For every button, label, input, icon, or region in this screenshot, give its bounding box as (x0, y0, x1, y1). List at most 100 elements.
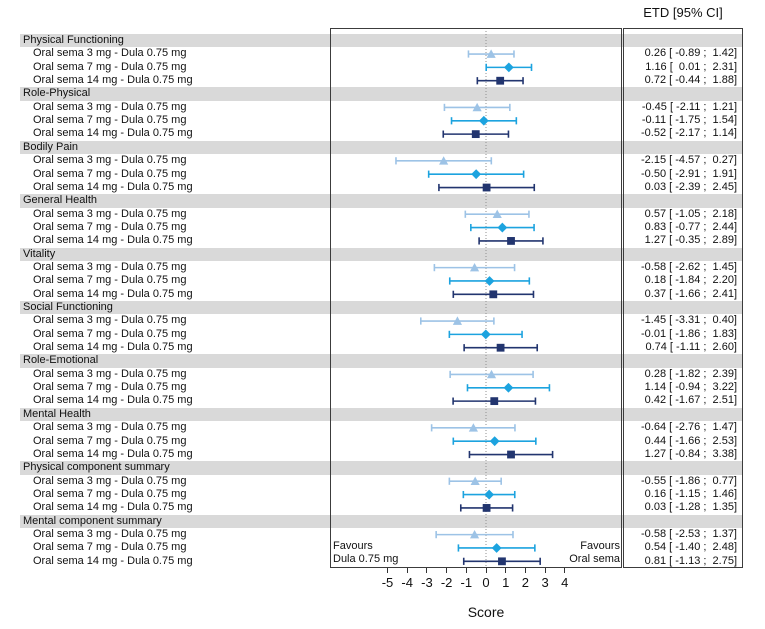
x-axis-tick (564, 568, 566, 573)
ci-marker-group (467, 49, 515, 58)
etd-value: -2.15 [ -4.57 ; 0.27] (640, 154, 737, 167)
ci-marker-group (478, 237, 544, 245)
ci-marker-group (448, 276, 531, 286)
etd-value: -0.11 [ -1.75 ; 1.54] (641, 114, 737, 127)
comparison-row: Oral sema 3 mg - Dula 0.75 mg -0.45 [ -2.… (20, 101, 743, 114)
x-axis-tick (426, 568, 428, 573)
etd-value: -0.64 [ -2.76 ; 1.47] (640, 421, 737, 434)
etd-value: -1.45 [ -3.31 ; 0.40] (640, 314, 737, 327)
group-label: Vitality (23, 247, 56, 260)
etd-value: 1.27 [ -0.35 ; 2.89] (644, 234, 737, 247)
comparison-row: Oral sema 14 mg - Dula 0.75 mg 0.03 [ -1.… (20, 501, 743, 514)
group-label: Role-Physical (23, 87, 91, 100)
group-label: Physical Functioning (23, 34, 124, 46)
ci-marker-group (470, 222, 535, 233)
comparison-label: Oral sema 7 mg - Dula 0.75 mg (33, 327, 187, 340)
comparison-label: Oral sema 3 mg - Dula 0.75 mg (33, 474, 187, 487)
group-header-row: Vitality (20, 247, 743, 261)
comparison-row: Oral sema 7 mg - Dula 0.75 mg 0.54 [ -1.4… (20, 541, 743, 554)
plot-frame (330, 28, 622, 568)
x-axis-tick-label: -4 (401, 575, 413, 590)
comparison-label: Oral sema 3 mg - Dula 0.75 mg (33, 154, 187, 167)
group-header-row: Mental Health (20, 407, 743, 422)
group-label: Mental component summary (23, 514, 162, 527)
comparison-row: Oral sema 7 mg - Dula 0.75 mg -0.01 [ -1.… (20, 328, 743, 341)
comparison-row: Oral sema 3 mg - Dula 0.75 mg -0.55 [ -1.… (20, 475, 743, 488)
comparison-label: Oral sema 14 mg - Dula 0.75 mg (33, 234, 193, 247)
comparison-label: Oral sema 14 mg - Dula 0.75 mg (33, 180, 193, 193)
etd-value: 0.26 [ -0.89 ; 1.42] (644, 47, 737, 60)
ci-marker-group (450, 115, 518, 126)
ci-marker-group (462, 557, 541, 566)
comparison-row: Oral sema 7 mg - Dula 0.75 mg 0.44 [ -1.6… (20, 435, 743, 448)
etd-value: 0.37 [ -1.66 ; 2.41] (644, 287, 737, 300)
comparison-label: Oral sema 14 mg - Dula 0.75 mg (33, 394, 193, 407)
etd-value: -0.58 [ -2.53 ; 1.37] (640, 527, 737, 540)
comparison-row: Oral sema 14 mg - Dula 0.75 mg 1.27 [ -0.… (20, 234, 743, 247)
etd-value: 0.74 [ -1.11 ; 2.60] (645, 341, 737, 354)
comparison-row: Oral sema 14 mg - Dula 0.75 mg 0.81 [ -1.… (20, 555, 743, 568)
etd-value: 0.03 [ -1.28 ; 1.35] (644, 501, 737, 514)
x-axis-tick (387, 568, 388, 573)
x-axis-tick-label: 0 (482, 575, 490, 590)
etd-value: -0.52 [ -2.17 ; 1.14] (640, 127, 737, 140)
comparison-row: Oral sema 7 mg - Dula 0.75 mg -0.50 [ -2.… (20, 168, 743, 181)
group-header-row: Role-Physical (20, 87, 743, 101)
etd-value: 0.83 [ -0.77 ; 2.44] (644, 220, 737, 233)
comparison-row: Oral sema 14 mg - Dula 0.75 mg 0.74 [ -1.… (20, 341, 743, 354)
x-axis-tick-label: 2 (521, 575, 529, 590)
etd-value: 1.16 [ 0.01 ; 2.31] (645, 60, 737, 73)
ci-marker-group (485, 62, 533, 73)
etd-value: 0.42 [ -1.67 ; 2.51] (644, 394, 737, 407)
comparison-row: Oral sema 14 mg - Dula 0.75 mg 0.72 [ -0.… (20, 74, 743, 87)
comparison-row: Oral sema 7 mg - Dula 0.75 mg 1.16 [ 0.01… (20, 61, 743, 74)
etd-value: -0.55 [ -1.86 ; 0.77] (640, 474, 737, 487)
ci-marker-group (442, 130, 510, 139)
x-axis-tick (465, 568, 467, 573)
comparison-label: Oral sema 7 mg - Dula 0.75 mg (33, 381, 187, 394)
ci-marker-group (463, 343, 539, 352)
favours-left-label: Favours Dula 0.75 mg (333, 540, 398, 566)
favours-right-line1: Favours (580, 540, 620, 552)
group-label: Physical component summary (23, 461, 170, 474)
favours-right-label: Favours Oral sema (520, 540, 620, 566)
comparison-row: Oral sema 7 mg - Dula 0.75 mg -0.11 [ -1.… (20, 114, 743, 127)
comparison-label: Oral sema 7 mg - Dula 0.75 mg (33, 434, 187, 447)
group-label: Role-Emotional (23, 354, 99, 367)
ci-marker-group (464, 209, 530, 219)
comparison-label: Oral sema 3 mg - Dula 0.75 mg (33, 421, 187, 434)
group-header-row: Physical Functioning (20, 34, 743, 48)
ci-marker-group (452, 436, 537, 447)
ci-marker-group (448, 476, 502, 486)
comparison-row: Oral sema 7 mg - Dula 0.75 mg 1.14 [ -0.9… (20, 381, 743, 394)
comparison-row: Oral sema 3 mg - Dula 0.75 mg 0.28 [ -1.8… (20, 368, 743, 381)
favours-left-line2: Dula 0.75 mg (333, 553, 399, 565)
comparison-label: Oral sema 14 mg - Dula 0.75 mg (33, 501, 193, 514)
comparison-label: Oral sema 3 mg - Dula 0.75 mg (33, 100, 187, 113)
comparison-row: Oral sema 7 mg - Dula 0.75 mg 0.18 [ -1.8… (20, 274, 743, 287)
comparison-row: Oral sema 14 mg - Dula 0.75 mg 0.42 [ -1.… (20, 394, 743, 407)
x-axis-tick-label: 1 (502, 575, 510, 590)
x-axis-tick-label: -5 (381, 575, 394, 590)
etd-value: 0.28 [ -1.82 ; 2.39] (644, 367, 737, 380)
comparison-label: Oral sema 7 mg - Dula 0.75 mg (33, 220, 187, 233)
favours-right-line2: Oral sema (569, 553, 620, 565)
ci-marker-group (452, 397, 537, 406)
x-axis-tick (505, 568, 507, 573)
etd-value: 0.44 [ -1.66 ; 2.53] (644, 434, 737, 447)
etd-value: 0.72 [ -0.44 ; 1.88] (644, 74, 737, 87)
comparison-row: Oral sema 14 mg - Dula 0.75 mg -0.52 [ -2… (20, 127, 743, 140)
x-axis-tick (544, 568, 546, 573)
etd-value: 0.81 [ -1.13 ; 2.75] (644, 554, 737, 567)
comparison-label: Oral sema 7 mg - Dula 0.75 mg (33, 114, 187, 127)
comparison-label: Oral sema 14 mg - Dula 0.75 mg (33, 341, 193, 354)
ci-marker-group (476, 76, 524, 85)
ci-marker-group (419, 316, 495, 325)
etd-value: 1.14 [ -0.94 ; 3.22] (644, 381, 737, 394)
x-axis-tick (406, 568, 408, 573)
comparison-row: Oral sema 3 mg - Dula 0.75 mg -1.45 [ -3.… (20, 314, 743, 327)
etd-value: 0.16 [ -1.15 ; 1.46] (644, 487, 737, 500)
etd-column-header: ETD [95% CI] (643, 5, 723, 20)
etd-value: -0.01 [ -1.86 ; 1.83] (640, 327, 737, 340)
comparison-row: Oral sema 3 mg - Dula 0.75 mg -0.58 [ -2.… (20, 261, 743, 274)
